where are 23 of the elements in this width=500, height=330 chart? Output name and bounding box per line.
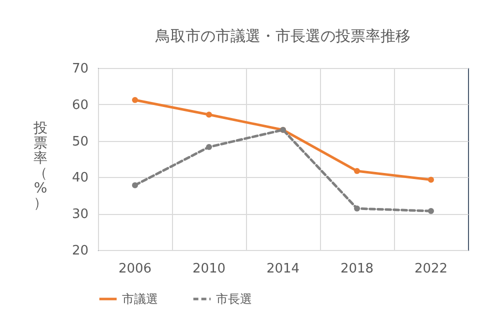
point: [132, 97, 138, 104]
y-tick-label: 30: [72, 207, 88, 222]
x-tick-label: 2006: [118, 262, 152, 276]
point: [354, 206, 360, 212]
x-tick-label: 2014: [266, 262, 300, 276]
legend-label: 市議選: [122, 292, 158, 306]
y-tick-label: 70: [72, 62, 88, 76]
legend-label: 市長選: [216, 292, 252, 306]
x-tick-label: 2010: [192, 262, 226, 276]
point: [132, 182, 138, 188]
x-tick-label: 2022: [414, 262, 448, 276]
y-tick-label: 50: [72, 134, 88, 150]
point: [206, 112, 212, 118]
point: [428, 176, 434, 183]
y-tick-label: 60: [72, 98, 88, 113]
point: [206, 144, 212, 150]
y-axis-title: 投票率（%）: [32, 120, 48, 212]
y-tick-label: 40: [72, 170, 88, 186]
y-tick-label: 20: [72, 244, 88, 258]
point: [428, 208, 434, 214]
x-tick-label: 2018: [340, 262, 374, 276]
point: [354, 168, 360, 174]
chart-title: 鳥取市の市議選・市長選の投票率推移: [154, 27, 410, 45]
